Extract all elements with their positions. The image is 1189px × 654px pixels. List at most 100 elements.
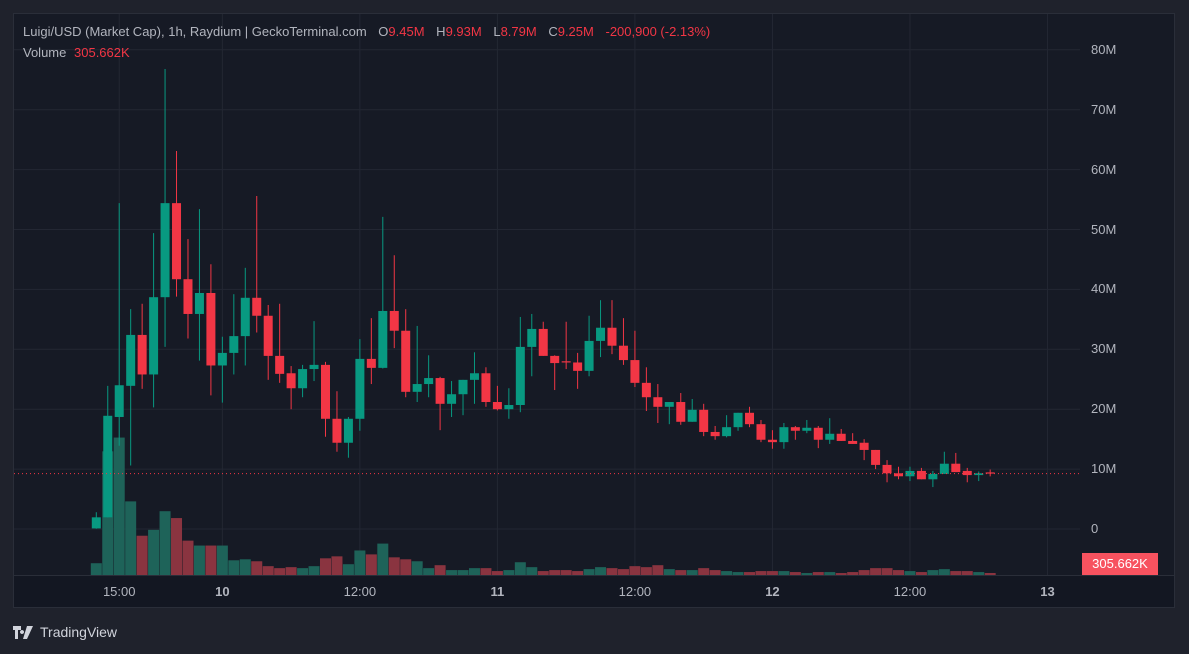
candle bbox=[240, 267, 250, 366]
candle bbox=[836, 428, 846, 441]
candle bbox=[939, 451, 949, 474]
candle-body bbox=[699, 409, 709, 432]
candle-body bbox=[183, 279, 193, 314]
close-label: C bbox=[548, 24, 558, 39]
candle bbox=[905, 466, 915, 482]
candle-body bbox=[836, 433, 846, 441]
candle-body bbox=[149, 297, 159, 375]
candle bbox=[527, 313, 537, 377]
candle-body bbox=[435, 378, 445, 404]
candle-body bbox=[905, 470, 915, 477]
candle bbox=[321, 361, 330, 437]
candle bbox=[172, 151, 182, 297]
volume-bar bbox=[904, 571, 916, 575]
time-axis[interactable] bbox=[14, 576, 1174, 607]
volume-bar bbox=[961, 571, 973, 575]
candle bbox=[194, 209, 204, 361]
price-tick-label: 30M bbox=[1091, 341, 1117, 357]
candle-body bbox=[321, 364, 330, 419]
candle-body bbox=[584, 340, 594, 371]
candle bbox=[355, 339, 365, 431]
candle bbox=[699, 403, 709, 437]
volume-bar bbox=[342, 564, 354, 575]
volume-bar bbox=[984, 572, 996, 575]
candle bbox=[424, 355, 434, 398]
tradingview-icon bbox=[13, 625, 33, 639]
candle bbox=[790, 425, 800, 440]
candle-body bbox=[504, 405, 514, 410]
candle-body bbox=[641, 382, 651, 398]
candle-body bbox=[550, 355, 560, 364]
candle bbox=[985, 469, 995, 477]
high-value: 9.93M bbox=[445, 24, 482, 39]
volume-bar bbox=[824, 572, 836, 575]
volume-bar bbox=[812, 572, 824, 575]
candle bbox=[275, 303, 285, 383]
candle-body bbox=[939, 463, 949, 474]
volume-bar bbox=[468, 568, 480, 575]
volume-bar bbox=[205, 545, 217, 575]
candle bbox=[298, 364, 308, 398]
candle-body bbox=[275, 355, 285, 374]
price-tick-label: 0 bbox=[1091, 521, 1099, 536]
volume-bar bbox=[583, 569, 595, 575]
tradingview-logo[interactable]: TradingView bbox=[13, 624, 117, 640]
candle-body bbox=[951, 463, 961, 473]
candle-body bbox=[481, 373, 491, 403]
candles bbox=[91, 68, 995, 529]
candle-body bbox=[779, 427, 789, 443]
close-value: 9.25M bbox=[557, 24, 594, 39]
candle-body bbox=[458, 379, 468, 395]
candle bbox=[596, 300, 606, 358]
candle bbox=[962, 467, 972, 483]
candle-body bbox=[687, 409, 697, 422]
volume-bar bbox=[297, 568, 309, 575]
volume-bar bbox=[148, 529, 160, 575]
candle-body bbox=[882, 464, 892, 474]
volume-bar bbox=[434, 565, 446, 575]
candle bbox=[103, 385, 113, 518]
candle bbox=[641, 367, 651, 411]
volume-bar bbox=[446, 570, 458, 575]
volume-bar bbox=[457, 570, 469, 575]
candle bbox=[343, 416, 353, 458]
volume-bar bbox=[950, 571, 962, 575]
volume-bar bbox=[503, 570, 515, 575]
candle bbox=[217, 336, 227, 403]
candle-body bbox=[126, 334, 136, 386]
candle bbox=[894, 466, 903, 480]
volume-bar bbox=[629, 566, 641, 575]
candle-body bbox=[378, 310, 388, 368]
price-tick-label: 10M bbox=[1091, 461, 1117, 477]
candle bbox=[366, 318, 376, 385]
candle bbox=[882, 460, 892, 483]
candle-body bbox=[859, 442, 869, 450]
candle bbox=[469, 352, 479, 404]
volume-bar bbox=[721, 571, 733, 575]
candle-body bbox=[962, 470, 972, 476]
volume-bar bbox=[801, 573, 813, 575]
volume-bar bbox=[480, 568, 492, 575]
candle bbox=[767, 430, 777, 449]
volume-bar bbox=[881, 568, 893, 575]
candle-body bbox=[492, 402, 502, 410]
candle bbox=[481, 367, 491, 407]
volume-bar bbox=[732, 572, 744, 575]
symbol-title: Luigi/USD (Market Cap), 1h, Raydium | Ge… bbox=[23, 24, 367, 39]
candle bbox=[229, 294, 239, 375]
candle bbox=[630, 330, 640, 388]
candle bbox=[676, 393, 686, 425]
candle bbox=[401, 309, 411, 398]
candle-body bbox=[607, 327, 617, 346]
volume-bar bbox=[526, 567, 538, 575]
candle-body bbox=[745, 412, 755, 425]
candle bbox=[722, 415, 732, 438]
volume-bar bbox=[491, 571, 503, 575]
time-tick-label: 15:00 bbox=[102, 584, 136, 599]
volume-bar bbox=[159, 511, 171, 575]
candle bbox=[928, 470, 938, 488]
candle-body bbox=[103, 415, 113, 518]
candle bbox=[871, 449, 881, 470]
candle-body bbox=[916, 470, 926, 480]
